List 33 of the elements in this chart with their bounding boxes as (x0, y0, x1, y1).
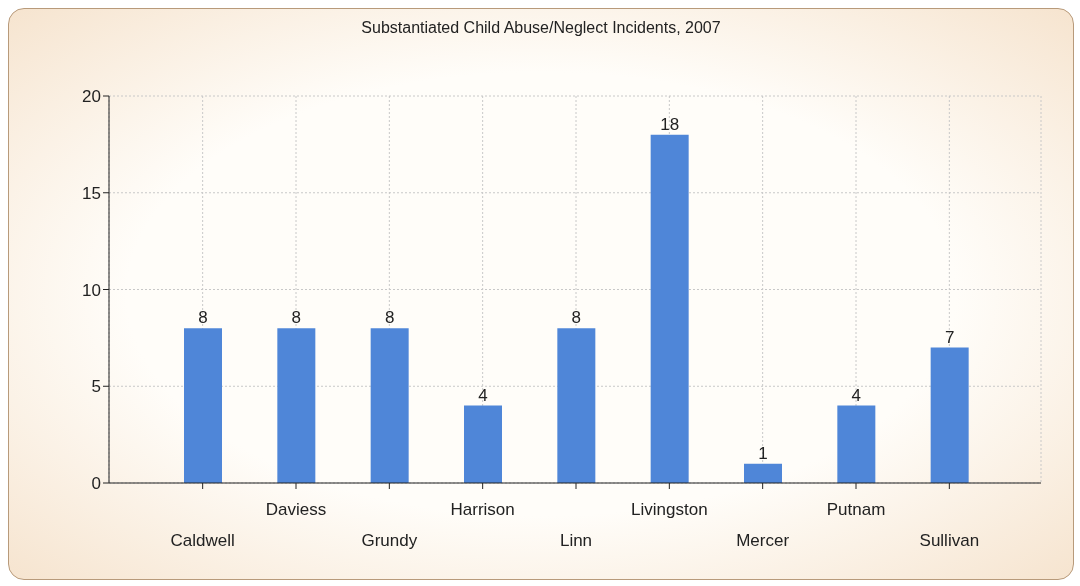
data-label: 8 (571, 308, 582, 328)
data-label: 8 (384, 308, 395, 328)
bar (557, 328, 596, 483)
data-label: 4 (478, 385, 488, 405)
data-label: 7 (944, 327, 955, 347)
data-label: 4 (851, 385, 862, 405)
x-tick-label: Sullivan (919, 531, 980, 550)
bar (464, 405, 502, 483)
bar (650, 134, 689, 483)
y-tick-label: 5 (91, 377, 101, 397)
data-label: 8 (198, 308, 208, 328)
data-label: 1 (758, 443, 768, 463)
chart-title: Substantiated Child Abuse/Neglect Incidents, 2007 (360, 19, 722, 37)
x-tick-label: Mercer (736, 531, 790, 550)
x-tick-label: Daviess (265, 500, 327, 519)
bar (837, 405, 876, 483)
bar (744, 463, 782, 483)
bar (370, 328, 409, 483)
bar (184, 328, 222, 483)
bar (930, 347, 969, 483)
bar (277, 328, 316, 483)
x-tick-label: Linn (559, 531, 593, 550)
x-tick-label: Caldwell (170, 531, 235, 550)
x-tick-label: Grundy (361, 531, 418, 550)
data-label: 8 (291, 308, 302, 328)
x-tick-label: Harrison (450, 500, 515, 519)
y-tick-label: 0 (91, 474, 101, 494)
y-tick-label: 20 (82, 87, 101, 107)
y-tick-label: 10 (82, 280, 101, 300)
y-tick-label: 15 (82, 183, 101, 203)
x-tick-label: Putnam (826, 500, 886, 519)
x-tick-label: Livingston (631, 500, 708, 519)
data-label: 18 (660, 114, 680, 134)
